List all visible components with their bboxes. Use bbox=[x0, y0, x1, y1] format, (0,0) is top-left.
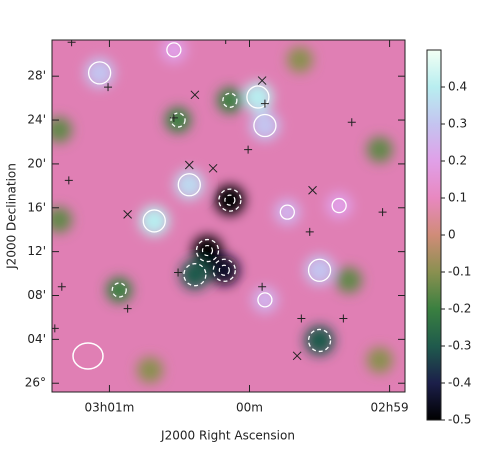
contour bbox=[166, 42, 182, 58]
y-tick-label: 08' bbox=[27, 288, 46, 302]
contour bbox=[195, 238, 220, 263]
source-marker bbox=[347, 118, 356, 127]
source-marker bbox=[221, 40, 230, 44]
x-tick-label: 00m bbox=[236, 401, 263, 415]
map-feature bbox=[137, 357, 164, 384]
colorbar-tick-label: 0.2 bbox=[448, 154, 467, 168]
contour bbox=[331, 197, 347, 214]
source-marker bbox=[174, 268, 183, 277]
source-marker bbox=[258, 282, 267, 291]
contour bbox=[183, 263, 207, 287]
source-marker bbox=[339, 314, 348, 323]
y-tick-label: 12' bbox=[27, 244, 46, 258]
map-feature bbox=[251, 286, 278, 313]
contour bbox=[177, 173, 201, 197]
x-tick-label: 03h01m bbox=[85, 401, 135, 415]
map-feature bbox=[335, 267, 362, 294]
source-marker bbox=[123, 210, 132, 219]
colorbar-tick-label: -0.1 bbox=[448, 265, 471, 279]
source-marker bbox=[378, 208, 387, 217]
source-marker bbox=[64, 176, 73, 185]
source-marker bbox=[123, 304, 132, 313]
y-tick-label: 28' bbox=[27, 69, 46, 83]
y-tick-label: 20' bbox=[27, 156, 46, 170]
source-marker bbox=[297, 314, 306, 323]
source-marker bbox=[292, 351, 302, 361]
contour bbox=[87, 61, 112, 85]
beam bbox=[72, 342, 104, 370]
contour bbox=[218, 264, 230, 276]
contour bbox=[253, 113, 277, 138]
map-feature bbox=[216, 87, 243, 114]
colorbar bbox=[426, 49, 442, 421]
source-marker bbox=[57, 282, 66, 291]
map-feature bbox=[52, 116, 73, 143]
y-axis-label: J2000 Declination bbox=[5, 163, 19, 270]
map-feature bbox=[366, 136, 393, 163]
map-feature bbox=[286, 46, 313, 73]
map-feature bbox=[160, 40, 187, 63]
colorbar-tick-label: -0.5 bbox=[448, 413, 471, 427]
contour bbox=[142, 209, 166, 233]
map-feature bbox=[326, 192, 353, 219]
map-feature bbox=[52, 206, 73, 233]
contour bbox=[246, 85, 270, 109]
frame bbox=[51, 39, 406, 393]
source-marker bbox=[260, 99, 269, 108]
source-marker bbox=[169, 113, 178, 122]
contour bbox=[222, 92, 238, 108]
contour bbox=[307, 328, 332, 353]
contour bbox=[307, 258, 332, 282]
map-feature bbox=[274, 199, 301, 226]
y-tick-label: 16' bbox=[27, 200, 46, 214]
contour bbox=[218, 188, 242, 212]
map-feature bbox=[106, 277, 133, 304]
source-marker bbox=[257, 76, 267, 85]
y-tick-label: 26° bbox=[25, 376, 46, 390]
colorbar-tick-label: 0.1 bbox=[448, 191, 467, 205]
y-tick-label: 04' bbox=[27, 332, 46, 346]
map bbox=[52, 40, 393, 384]
contour bbox=[201, 244, 214, 257]
y-tick-label: 24' bbox=[27, 113, 46, 127]
colorbar-tick-label: 0.3 bbox=[448, 117, 467, 131]
colorbar-tick-label: -0.3 bbox=[448, 339, 471, 353]
contour bbox=[111, 282, 127, 298]
map-feature bbox=[366, 347, 393, 374]
contour bbox=[279, 204, 295, 220]
contour bbox=[170, 112, 186, 128]
source-marker bbox=[67, 40, 76, 47]
source-marker bbox=[190, 90, 200, 100]
source-marker bbox=[184, 160, 194, 170]
x-tick-label: 02h59 bbox=[371, 401, 409, 415]
source-marker bbox=[244, 145, 253, 154]
contour bbox=[257, 292, 273, 308]
source-marker bbox=[305, 227, 314, 236]
colorbar-tick-label: 0 bbox=[448, 228, 456, 242]
map-feature bbox=[165, 107, 192, 134]
source-marker bbox=[308, 185, 317, 195]
source-marker bbox=[208, 163, 218, 173]
colorbar-tick-label: -0.2 bbox=[448, 302, 471, 316]
contour bbox=[224, 194, 236, 206]
source-marker bbox=[104, 83, 113, 92]
x-axis-label: J2000 Right Ascension bbox=[160, 429, 295, 443]
contour bbox=[212, 258, 236, 282]
colorbar-tick-label: 0.4 bbox=[448, 80, 467, 94]
colorbar-tick-label: -0.4 bbox=[448, 376, 471, 390]
